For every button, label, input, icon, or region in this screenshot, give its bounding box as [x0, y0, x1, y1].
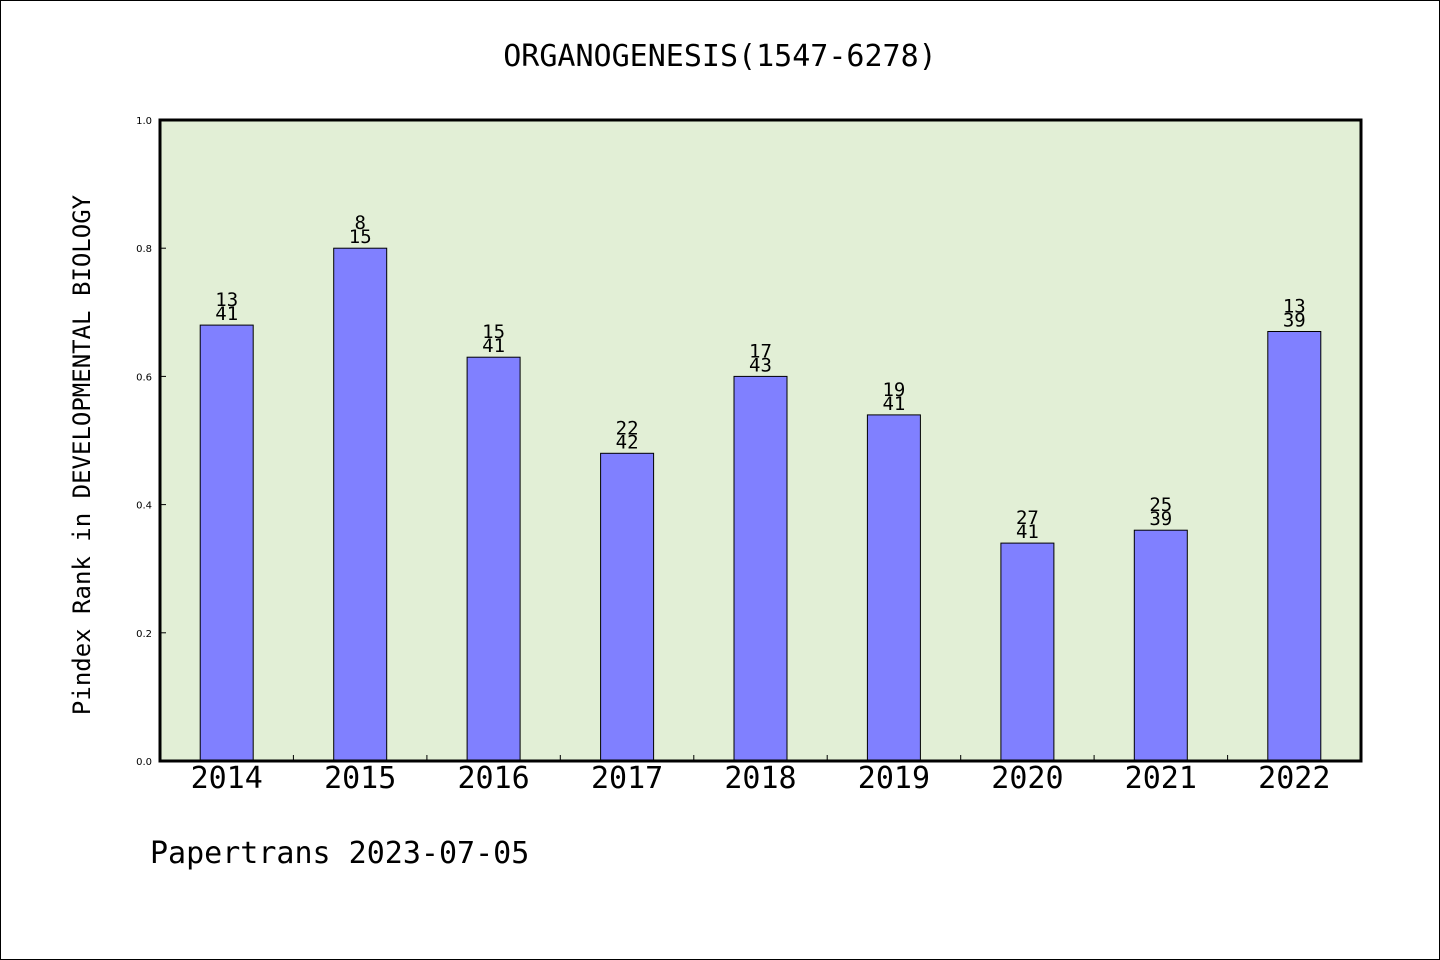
y-tick-label: 0.6: [136, 372, 152, 383]
x-tick-label-2017: 2017: [591, 761, 663, 796]
y-tick-label: 0.2: [136, 629, 152, 640]
total-label-2021: 39: [1149, 508, 1172, 530]
bar-2020: [1000, 542, 1055, 762]
y-tick-label: 1.0: [136, 116, 152, 127]
total-label-2014: 41: [215, 303, 238, 325]
y-axis: 0.0 0.2 0.4 0.6 0.8 1.0: [136, 116, 166, 768]
x-tick-label-2018: 2018: [724, 761, 796, 796]
bar-2018: [733, 375, 788, 762]
bar-2019: [866, 414, 921, 762]
x-tick-label-2019: 2019: [858, 761, 930, 796]
rank-label-2019: 19: [882, 379, 905, 401]
x-tick-label-2016: 2016: [457, 761, 529, 796]
total-label-2022: 39: [1283, 310, 1306, 332]
total-label-2015: 15: [349, 226, 372, 248]
bar-2016: [466, 356, 521, 762]
bar-2022: [1267, 331, 1322, 762]
x-tick-label-2015: 2015: [324, 761, 396, 796]
total-label-2020: 41: [1016, 521, 1039, 543]
bars-group: [199, 247, 1322, 762]
rank-label-2021: 25: [1149, 494, 1172, 516]
total-label-2019: 41: [882, 393, 905, 415]
total-label-2017: 42: [616, 431, 639, 453]
rank-label-2018: 17: [749, 340, 772, 362]
bar-2014: [199, 324, 254, 762]
total-label-2018: 43: [749, 354, 772, 376]
bar-2015: [333, 247, 388, 762]
rank-label-2022: 13: [1283, 296, 1306, 318]
rank-label-2017: 22: [616, 417, 639, 439]
y-tick-label: 0.4: [136, 501, 152, 512]
total-label-2016: 41: [482, 335, 505, 357]
rank-label-2020: 27: [1016, 507, 1039, 529]
y-tick-label: 0.8: [136, 244, 152, 255]
x-tick-label-2022: 2022: [1258, 761, 1330, 796]
footer-credit: Papertrans 2023-07-05: [150, 836, 529, 871]
plot-border: [158, 118, 1363, 763]
rank-label-2016: 15: [482, 321, 505, 343]
x-tick-label-2014: 2014: [191, 761, 263, 796]
y-tick-label: 0.0: [136, 757, 152, 768]
rank-label-2014: 13: [215, 289, 238, 311]
chart-title: ORGANOGENESIS(1547-6278): [503, 39, 936, 74]
x-tick-label-2020: 2020: [991, 761, 1063, 796]
bar-2021: [1133, 529, 1188, 762]
x-axis: 2014 2015 2016 2017 2018 2019 2020 2021 2022: [191, 755, 1330, 796]
rank-label-2015: 8: [354, 212, 365, 234]
y-axis-label: Pindex Rank in DEVELOPMENTAL BIOLOGY: [68, 194, 96, 715]
x-tick-label-2021: 2021: [1125, 761, 1197, 796]
bar-2017: [600, 452, 655, 762]
